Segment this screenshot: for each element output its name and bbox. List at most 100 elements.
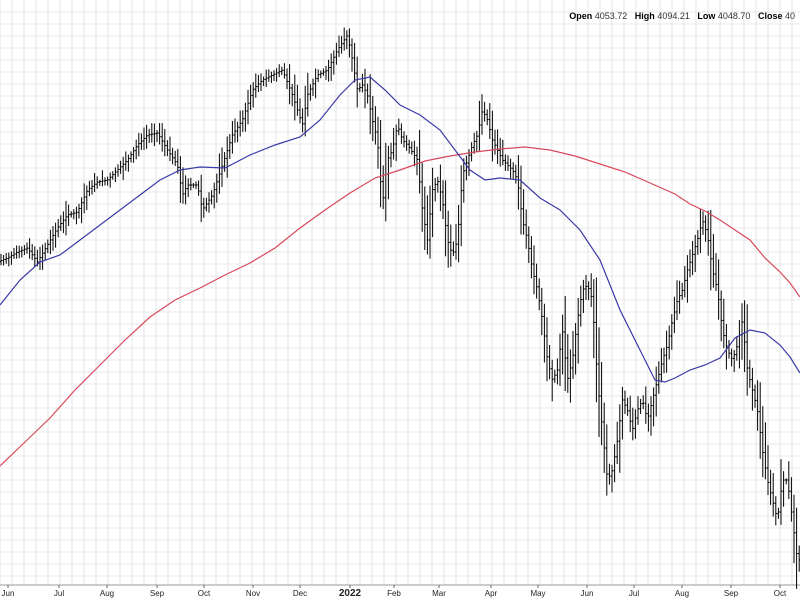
ohlc-bar (109, 172, 112, 188)
ohlc-bar (616, 421, 619, 465)
ohlc-bar (649, 396, 653, 436)
ohlc-bar (98, 179, 101, 186)
ohlc-bar (405, 135, 408, 151)
ohlc-bar (207, 192, 211, 213)
ohlc-bar (493, 129, 497, 155)
x-tick-label: Nov (246, 589, 260, 598)
ohlc-bar (192, 183, 195, 189)
ohlc-bar (291, 83, 294, 107)
ohlc-bar (441, 180, 445, 219)
ohlc-bar (124, 151, 127, 171)
ohlc-bar (135, 139, 138, 160)
ohlc-bar (548, 344, 551, 380)
ohlc-bar (254, 73, 257, 98)
ohlc-bar (701, 211, 705, 235)
ohlc-bar (358, 82, 361, 93)
x-axis-labels: Jun Jul Aug Sep Oct Nov Dec 2022 Feb Mar Apr May Jun… (2, 585, 787, 599)
ohlc-bar (634, 409, 637, 439)
ohlc-bar (551, 359, 554, 402)
ohlc-bar (361, 73, 364, 93)
ohlc-bar (673, 296, 676, 333)
ohlc-bar (413, 140, 416, 167)
ohlc-bar (322, 68, 325, 76)
ohlc-bar (12, 247, 16, 259)
ohlc-bar (759, 382, 762, 459)
ohlc-bar (623, 390, 627, 414)
ohlc-bar (410, 141, 413, 155)
ohlc-bar (735, 336, 738, 361)
ohlc-bar (283, 63, 286, 79)
ohlc-bar (301, 108, 304, 133)
ohlc-bar (31, 244, 34, 261)
ohlc-bar (527, 226, 530, 263)
ohlc-bar (72, 209, 75, 220)
x-tick-label: Sep (150, 589, 165, 598)
ohlc-bar (743, 300, 746, 373)
ohlc-bar (652, 387, 655, 427)
ohlc-bar (774, 496, 777, 526)
ohlc-bar (374, 106, 377, 145)
ohlc-bar (779, 459, 783, 525)
ohlc-bar (309, 84, 312, 101)
ohlc-bar (174, 150, 177, 166)
ohlc-bar (444, 180, 447, 257)
ohlc-bar (171, 147, 174, 165)
x-tick-label: Feb (387, 589, 401, 598)
ohlc-bar (343, 27, 346, 51)
ohlc-bar (306, 72, 309, 117)
ohlc-bar (714, 253, 718, 291)
ohlc-bar (83, 183, 86, 214)
ohlc-bar (696, 230, 699, 255)
ohlc-bar (415, 146, 419, 176)
ohlc-bar (753, 384, 757, 408)
open-label: Open (569, 11, 593, 21)
ohlc-bar (59, 215, 62, 231)
ohlc-bar (636, 396, 640, 425)
ohlc-bar (725, 323, 728, 370)
ohlc-bar (259, 73, 263, 92)
ohlc-bar (132, 147, 135, 163)
ohlc-bar (319, 70, 322, 79)
ohlc-bar (96, 176, 99, 189)
ohlc-bar (184, 175, 187, 205)
ohlc-bar (49, 229, 52, 255)
ohlc-bar (452, 241, 455, 257)
ohlc-bar (662, 347, 666, 374)
ohlc-bar (150, 123, 153, 143)
ohlc-bar (681, 282, 684, 300)
ohlc-bar (44, 242, 47, 261)
moving-average-long-line (0, 146, 800, 467)
ohlc-bar (376, 116, 380, 169)
ohlc-bar (327, 59, 330, 82)
ohlc-bar (577, 297, 580, 364)
ohlc-bar (457, 204, 460, 263)
ohlc-bar (122, 156, 125, 180)
x-tick-label: Aug (675, 589, 689, 598)
ohlc-bar (353, 42, 356, 83)
ohlc-bar (688, 249, 692, 278)
ohlc-bar (475, 130, 478, 153)
ohlc-bar (153, 123, 156, 147)
ohlc-bar (449, 224, 452, 267)
ohlc-bar (179, 156, 182, 203)
ohlc-bar (756, 380, 759, 431)
ohlc-bar (210, 190, 213, 205)
ohlc-bar (41, 244, 44, 270)
ohlc-bar (525, 209, 528, 249)
ohlc-bar (163, 128, 166, 157)
ohlc-bar (236, 121, 239, 143)
ohlc-bar (790, 477, 793, 522)
ohlc-bar (579, 285, 582, 327)
ohlc-bar (584, 275, 588, 301)
ohlc-bar (704, 215, 707, 242)
ohlc-bar (603, 402, 606, 473)
ohlc-bar (769, 469, 772, 505)
ohlc-bar (233, 118, 237, 143)
ohlc-bar (470, 142, 473, 162)
ohlc-bar (187, 178, 190, 198)
ohlc-bar (644, 386, 647, 424)
x-tick-label: Jul (629, 589, 639, 598)
ohlc-bar (486, 109, 489, 126)
ohlc-bar (722, 298, 725, 349)
ohlc-bar (766, 445, 770, 496)
